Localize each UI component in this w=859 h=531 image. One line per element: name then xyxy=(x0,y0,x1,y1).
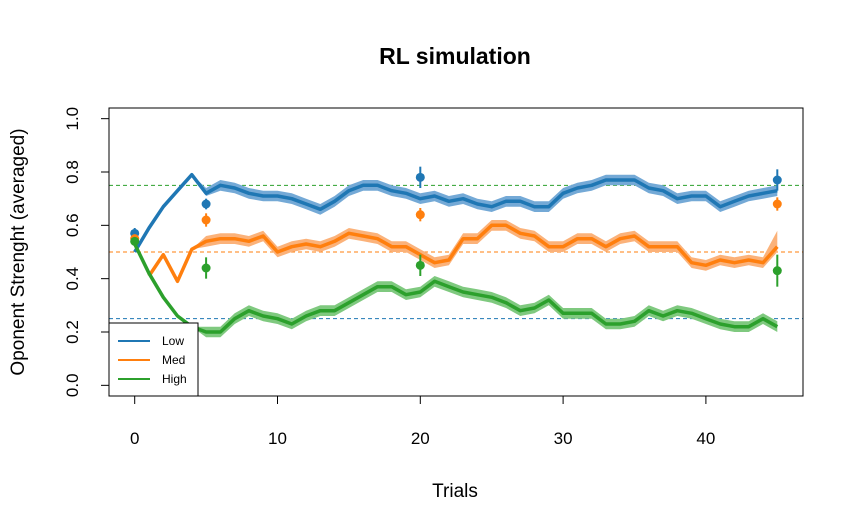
y-tick-label: 0.0 xyxy=(63,373,82,397)
point-high xyxy=(201,263,211,273)
y-tick-label: 1.0 xyxy=(63,107,82,131)
point-high xyxy=(415,260,425,270)
y-tick-label: 0.6 xyxy=(63,213,82,237)
legend-label-med: Med xyxy=(162,353,185,367)
chart-title: RL simulation xyxy=(379,43,531,69)
point-low xyxy=(772,175,782,185)
x-axis: 0 10 20 30 40 xyxy=(130,395,715,448)
x-axis-label: Trials xyxy=(432,481,478,502)
series-lines xyxy=(133,172,779,334)
point-high xyxy=(130,236,140,246)
point-low xyxy=(201,199,211,209)
point-med xyxy=(772,199,782,209)
point-med xyxy=(201,215,211,225)
legend-label-low: Low xyxy=(162,334,184,348)
x-tick-label: 40 xyxy=(696,429,715,448)
point-med xyxy=(415,210,425,220)
point-low xyxy=(415,172,425,182)
legend-label-high: High xyxy=(162,372,187,386)
x-tick-label: 30 xyxy=(554,429,573,448)
series-line-high xyxy=(133,243,779,334)
x-tick-label: 20 xyxy=(411,429,430,448)
x-tick-label: 0 xyxy=(130,429,139,448)
observed-points xyxy=(130,166,782,287)
y-tick-label: 0.2 xyxy=(63,320,82,344)
point-high xyxy=(772,266,782,276)
x-tick-label: 10 xyxy=(268,429,287,448)
band-med xyxy=(149,220,778,282)
legend: Low Med High xyxy=(108,322,199,397)
series-line-low xyxy=(133,172,778,253)
y-axis: 0.0 0.2 0.4 0.6 0.8 1.0 xyxy=(63,107,110,397)
y-tick-label: 0.8 xyxy=(63,160,82,184)
y-tick-label: 0.4 xyxy=(63,267,82,291)
y-axis-label: Oponent Strenght (averaged) xyxy=(8,128,29,375)
series-line-med xyxy=(147,223,779,284)
